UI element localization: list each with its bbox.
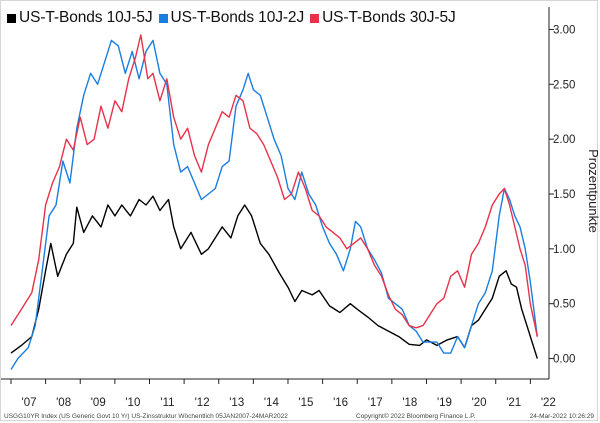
y-tick-label: 0.50 [553,299,575,311]
y-axis-label: Prozentpunkte [586,149,599,233]
legend-item-2: US-T-Bonds 10J-2J [158,7,305,29]
y-tick-label: 0.00 [553,354,575,366]
legend-swatch [158,13,168,23]
x-tick-label: '13 [229,397,244,409]
x-tick-label: '17 [368,397,383,409]
y-ticks: 0.00 0.50 1.00 1.50 2.00 2.50 3.00 [549,24,575,366]
chart-footer: USGG10YR Index (US Generic Govt 10 Yr) U… [4,413,594,423]
y-tick-label: 1.50 [553,189,575,201]
legend: US-T-Bonds 10J-5J US-T-Bonds 10J-2J US-T-B… [7,7,456,29]
legend-swatch [7,13,16,23]
x-tick-label: '15 [298,397,313,409]
x-tick-label: '18 [402,397,417,409]
legend-label: US-T-Bonds 10J-5J [19,9,153,26]
legend-swatch [310,13,320,23]
legend-label: US-T-Bonds 10J-2J [170,9,305,26]
x-tick-label: '07 [22,397,37,409]
x-tick-label: '16 [333,397,348,409]
x-ticks: '07 '08 '09 '10 '11 '12 '13 '14 '15 '16 '17 '18 '19 '… [10,379,556,409]
series-lines [10,34,538,370]
axes [1,7,550,380]
x-tick-label: '19 [437,397,452,409]
series-line-1 [10,195,538,359]
series-line-2 [10,39,538,370]
footer-copyright: Copyright© 2022 Bloomberg Finance L.P. [356,413,476,420]
x-tick-label: '14 [264,397,280,409]
x-tick-label: '09 [91,397,106,409]
x-tick-label: '22 [541,397,556,409]
footer-source: USGG10YR Index (US Generic Govt 10 Yr) U… [4,413,288,420]
x-tick-label: '08 [56,397,71,409]
footer-timestamp: 24-Mar-2022 10:26:29 [529,413,594,420]
y-tick-label: 3.00 [553,24,575,36]
legend-item-3: US-T-Bonds 30J-5J [310,7,456,29]
legend-label: US-T-Bonds 30J-5J [322,9,456,26]
y-tick-label: 2.50 [553,79,575,91]
series-line-3 [10,34,538,337]
legend-item-1: US-T-Bonds 10J-5J [7,7,153,29]
x-tick-label: '20 [472,397,487,409]
y-tick-label: 2.00 [553,134,575,146]
x-tick-label: '10 [125,397,140,409]
x-tick-label: '12 [195,397,210,409]
x-tick-label: '21 [506,397,521,409]
x-tick-label: '11 [160,397,174,409]
y-tick-label: 1.00 [553,244,575,256]
